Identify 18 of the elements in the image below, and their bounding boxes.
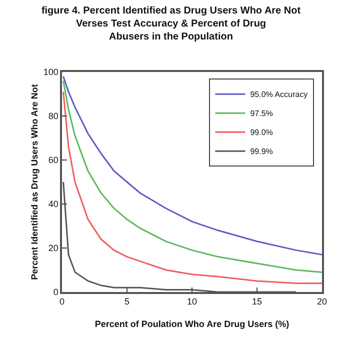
legend-label: 95.0% Accuracy [250, 90, 308, 100]
x-tick-label: 10 [186, 296, 198, 307]
y-tick-label: 40 [48, 199, 58, 210]
y-tick-label: 100 [43, 67, 58, 78]
x-tick-label: 0 [59, 296, 65, 307]
y-axis-title: Percent Identified as Drug Users Who Are Not [29, 84, 40, 280]
x-axis-title: Percent of Poulation Who Are Drug Users (%) [94, 318, 290, 329]
y-tick-label: 20 [48, 243, 58, 254]
y-tick-label: 0 [53, 287, 58, 298]
legend-label: 99.9% [250, 147, 273, 156]
x-tick-label: 5 [124, 296, 130, 307]
y-tick-label: 80 [48, 111, 58, 122]
x-tick-label: 15 [252, 296, 262, 307]
chart-title: figure 4. Percent Identified as Drug Users Who Are Not Verses Test Accuracy & Percent of Drug Abusers in the Population [41, 6, 302, 43]
legend-label: 97.5% [250, 109, 273, 118]
y-tick-label: 60 [48, 155, 58, 166]
legend-label: 99.0% [250, 128, 273, 138]
x-tick-label: 20 [316, 296, 328, 307]
